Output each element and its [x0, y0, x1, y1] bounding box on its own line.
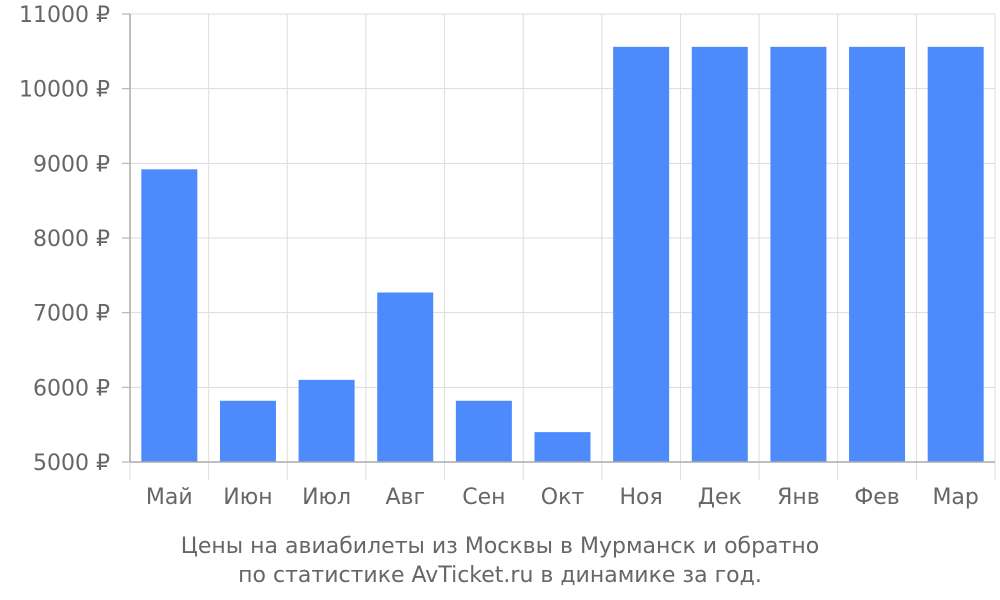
bar [141, 169, 198, 462]
bar [927, 46, 984, 462]
bar [849, 46, 906, 462]
bar [691, 46, 748, 462]
bar [770, 46, 827, 462]
y-tick-label: 7000 ₽ [33, 302, 110, 327]
y-tick-label: 9000 ₽ [33, 152, 110, 177]
axis-labels: 5000 ₽ 6000 ₽ 7000 ₽ 8000 ₽ 9000 ₽ 10000 ₽ 110… [19, 3, 979, 510]
y-tick-label: 5000 ₽ [33, 451, 110, 476]
x-category-label: Мар [932, 485, 978, 510]
y-tick-label: 8000 ₽ [33, 227, 110, 252]
x-category-label: Фев [854, 485, 899, 510]
bar [455, 400, 512, 462]
grid-lines [129, 13, 996, 463]
x-category-label: Дек [698, 485, 742, 510]
bar [298, 379, 355, 462]
axes [122, 13, 996, 480]
bar [534, 432, 591, 462]
bar [613, 46, 670, 462]
x-category-label: Ноя [620, 485, 663, 510]
x-category-label: Сен [462, 485, 505, 510]
bar [377, 292, 434, 462]
y-tick-label: 11000 ₽ [19, 3, 110, 28]
x-category-label: Окт [541, 485, 585, 510]
y-tick-label: 10000 ₽ [19, 78, 110, 103]
x-category-label: Авг [385, 485, 425, 510]
bar-chart: 5000 ₽ 6000 ₽ 7000 ₽ 8000 ₽ 9000 ₽ 10000 ₽ 110… [19, 3, 996, 510]
x-category-label: Июн [223, 485, 272, 510]
x-category-label: Июл [302, 485, 351, 510]
bars [141, 46, 984, 462]
x-category-label: Май [146, 485, 193, 510]
x-category-label: Янв [777, 485, 820, 510]
chart-caption-line-2: по статистике AvTicket.ru в динамике за … [238, 563, 762, 588]
y-tick-label: 6000 ₽ [33, 376, 110, 401]
chart-caption-line-1: Цены на авиабилеты из Москвы в Мурманск … [180, 534, 820, 559]
bar [219, 400, 276, 462]
